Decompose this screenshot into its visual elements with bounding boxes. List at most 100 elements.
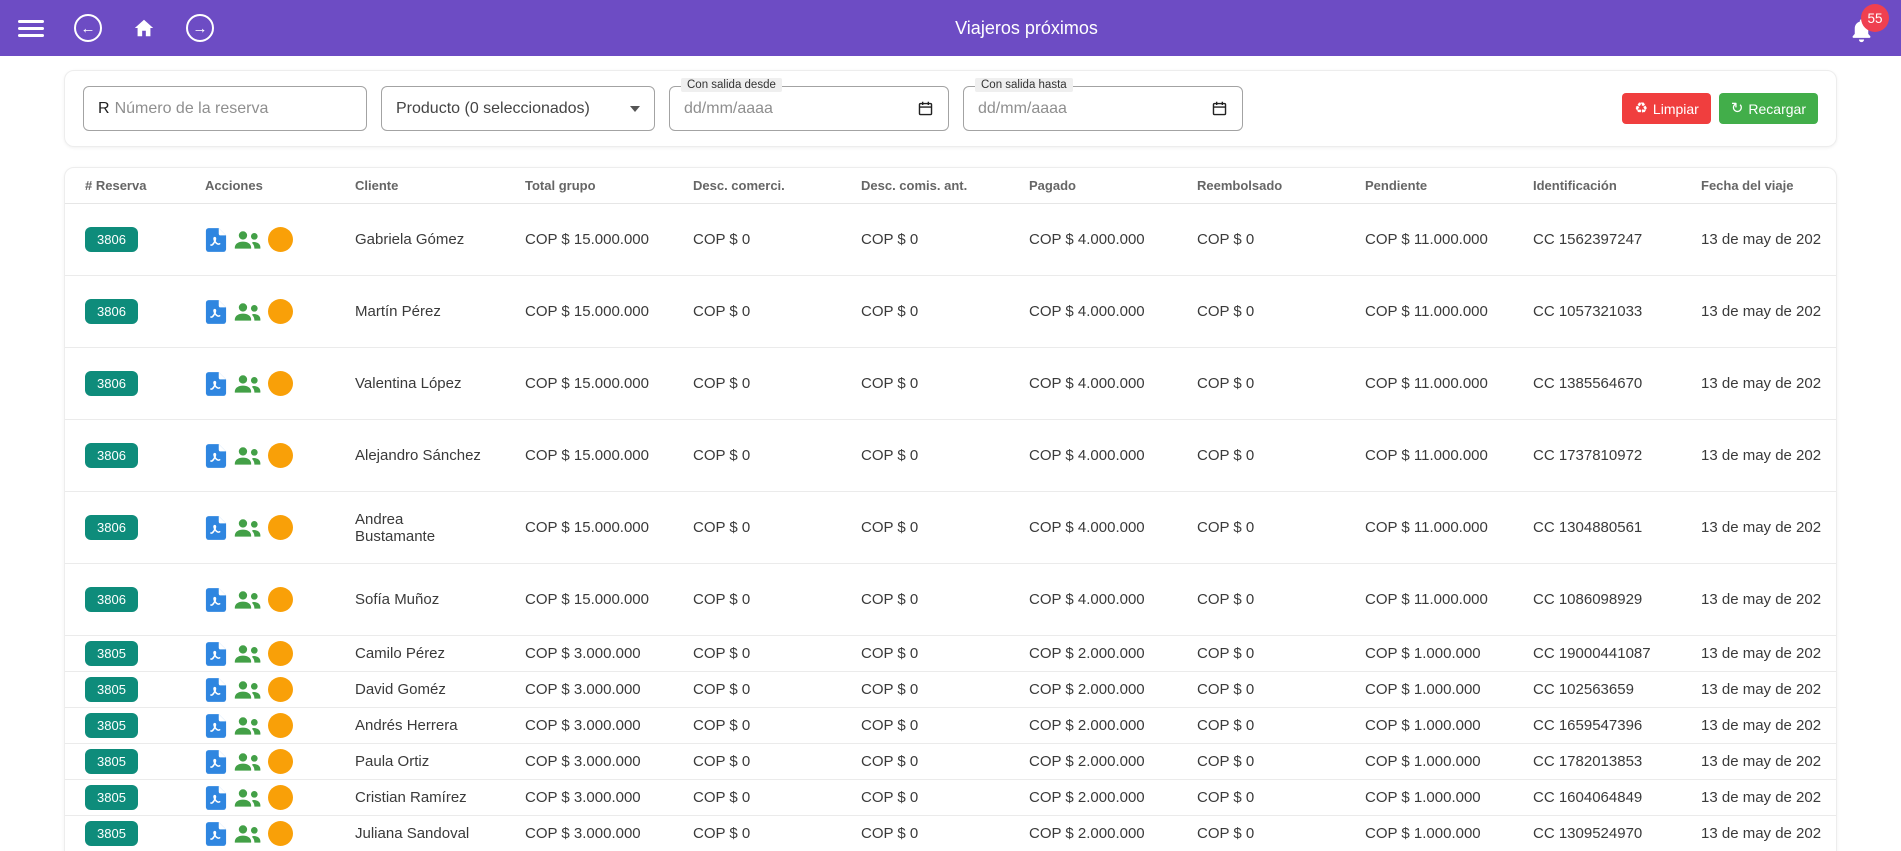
- desc-comercial-cell: COP $ 0: [673, 275, 841, 348]
- reservation-badge[interactable]: 3805: [85, 749, 138, 774]
- travelers-icon[interactable]: [233, 678, 262, 701]
- pdf-icon[interactable]: [205, 677, 227, 702]
- client-name-cell: David Goméz: [335, 671, 505, 708]
- reembolsado-cell: COP $ 0: [1177, 275, 1345, 348]
- status-circle-icon[interactable]: [268, 371, 293, 396]
- pdf-icon[interactable]: [205, 371, 227, 396]
- reservation-badge[interactable]: 3805: [85, 677, 138, 702]
- reservation-badge[interactable]: 3805: [85, 785, 138, 810]
- column-header-pendiente: Pendiente: [1345, 168, 1513, 204]
- pdf-icon[interactable]: [205, 515, 227, 540]
- travelers-icon[interactable]: [233, 516, 262, 539]
- reservation-badge[interactable]: 3806: [85, 515, 138, 540]
- pendiente-cell: COP $ 1.000.000: [1345, 635, 1513, 672]
- travelers-icon[interactable]: [233, 444, 262, 467]
- pdf-icon[interactable]: [205, 749, 227, 774]
- table-row: 3806: [65, 275, 1836, 348]
- travelers-icon[interactable]: [233, 588, 262, 611]
- reservation-number-input[interactable]: R Número de la reserva: [83, 86, 367, 131]
- pdf-icon[interactable]: [205, 587, 227, 612]
- status-circle-icon[interactable]: [268, 641, 293, 666]
- travelers-icon[interactable]: [233, 822, 262, 845]
- status-circle-icon[interactable]: [268, 713, 293, 738]
- pdf-icon[interactable]: [205, 641, 227, 666]
- desc-comision-cell: COP $ 0: [841, 671, 1009, 708]
- clear-button-label: Limpiar: [1652, 100, 1699, 117]
- pdf-icon[interactable]: [205, 713, 227, 738]
- reservation-badge[interactable]: 3805: [85, 713, 138, 738]
- desc-comision-cell: COP $ 0: [841, 203, 1009, 276]
- column-header-pagado: Pagado: [1009, 168, 1177, 204]
- reservation-badge[interactable]: 3806: [85, 371, 138, 396]
- reservation-badge[interactable]: 3806: [85, 227, 138, 252]
- reservation-badge[interactable]: 3806: [85, 587, 138, 612]
- status-circle-icon[interactable]: [268, 443, 293, 468]
- reservation-input-prefix: R: [98, 99, 110, 117]
- fecha-viaje-cell: 13 de may de 202: [1681, 419, 1836, 492]
- travelers-icon[interactable]: [233, 714, 262, 737]
- table-row: 3805: [65, 671, 1836, 708]
- status-circle-icon[interactable]: [268, 299, 293, 324]
- notifications-button[interactable]: 55: [1839, 0, 1889, 56]
- actions-cell: [185, 743, 335, 780]
- table-row: 3806: [65, 203, 1836, 276]
- travelers-icon[interactable]: [233, 750, 262, 773]
- travelers-icon[interactable]: [233, 786, 262, 809]
- back-icon[interactable]: ←: [74, 14, 102, 42]
- pdf-icon[interactable]: [205, 785, 227, 810]
- pdf-icon[interactable]: [205, 227, 227, 252]
- pagado-cell: COP $ 4.000.000: [1009, 275, 1177, 348]
- fecha-viaje-cell: 13 de may de 202: [1681, 563, 1836, 636]
- pendiente-cell: COP $ 11.000.000: [1345, 491, 1513, 564]
- desc-comision-cell: COP $ 0: [841, 275, 1009, 348]
- calendar-icon[interactable]: [917, 100, 934, 117]
- home-icon[interactable]: [132, 17, 156, 39]
- travelers-icon[interactable]: [233, 372, 262, 395]
- status-circle-icon[interactable]: [268, 785, 293, 810]
- status-circle-icon[interactable]: [268, 587, 293, 612]
- chevron-down-icon: [630, 105, 640, 112]
- status-circle-icon[interactable]: [268, 821, 293, 846]
- desc-comision-cell: COP $ 0: [841, 743, 1009, 780]
- reembolsado-cell: COP $ 0: [1177, 203, 1345, 276]
- filters-card: R Número de la reserva Producto (0 selec…: [64, 70, 1837, 147]
- desc-comercial-cell: COP $ 0: [673, 563, 841, 636]
- pdf-icon[interactable]: [205, 299, 227, 324]
- status-circle-icon[interactable]: [268, 677, 293, 702]
- reservation-badge[interactable]: 3806: [85, 299, 138, 324]
- total-grupo-cell: COP $ 3.000.000: [505, 779, 673, 816]
- product-select[interactable]: Producto (0 seleccionados): [381, 86, 655, 131]
- pagado-cell: COP $ 4.000.000: [1009, 347, 1177, 420]
- actions-cell: [185, 707, 335, 744]
- status-circle-icon[interactable]: [268, 515, 293, 540]
- pdf-icon[interactable]: [205, 821, 227, 846]
- pendiente-cell: COP $ 11.000.000: [1345, 203, 1513, 276]
- status-circle-icon[interactable]: [268, 227, 293, 252]
- pdf-icon[interactable]: [205, 443, 227, 468]
- reembolsado-cell: COP $ 0: [1177, 707, 1345, 744]
- date-from-input[interactable]: Con salida desde dd/mm/aaaa: [669, 78, 949, 131]
- menu-icon[interactable]: [18, 19, 44, 37]
- fecha-viaje-cell: 13 de may de 202: [1681, 671, 1836, 708]
- total-grupo-cell: COP $ 15.000.000: [505, 347, 673, 420]
- reload-button[interactable]: ↻ Recargar: [1718, 93, 1818, 124]
- desc-comision-cell: COP $ 0: [841, 491, 1009, 564]
- date-to-input[interactable]: Con salida hasta dd/mm/aaaa: [963, 78, 1243, 131]
- status-circle-icon[interactable]: [268, 749, 293, 774]
- travelers-icon[interactable]: [233, 300, 262, 323]
- travelers-icon[interactable]: [233, 642, 262, 665]
- reservation-badge[interactable]: 3806: [85, 443, 138, 468]
- calendar-icon[interactable]: [1211, 100, 1228, 117]
- client-name-cell: Juliana Sandoval: [335, 815, 505, 851]
- table-row: 3806: [65, 419, 1836, 492]
- reservation-badge[interactable]: 3805: [85, 821, 138, 846]
- total-grupo-cell: COP $ 15.000.000: [505, 491, 673, 564]
- column-header-identificacion: Identificación: [1513, 168, 1681, 204]
- forward-icon[interactable]: →: [186, 14, 214, 42]
- client-name-cell: Martín Pérez: [335, 275, 505, 348]
- clear-button[interactable]: ♻ Limpiar: [1622, 93, 1711, 124]
- travelers-icon[interactable]: [233, 228, 262, 251]
- reservation-badge[interactable]: 3805: [85, 641, 138, 666]
- pendiente-cell: COP $ 11.000.000: [1345, 419, 1513, 492]
- pagado-cell: COP $ 4.000.000: [1009, 563, 1177, 636]
